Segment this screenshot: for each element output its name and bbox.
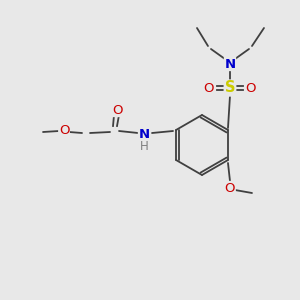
Text: O: O bbox=[59, 124, 69, 136]
Text: H: H bbox=[140, 140, 148, 152]
Text: N: N bbox=[224, 58, 236, 70]
Text: N: N bbox=[139, 128, 150, 142]
Text: O: O bbox=[225, 182, 235, 194]
Text: O: O bbox=[112, 103, 122, 116]
Text: S: S bbox=[225, 80, 235, 95]
Text: O: O bbox=[204, 82, 214, 94]
Text: O: O bbox=[246, 82, 256, 94]
